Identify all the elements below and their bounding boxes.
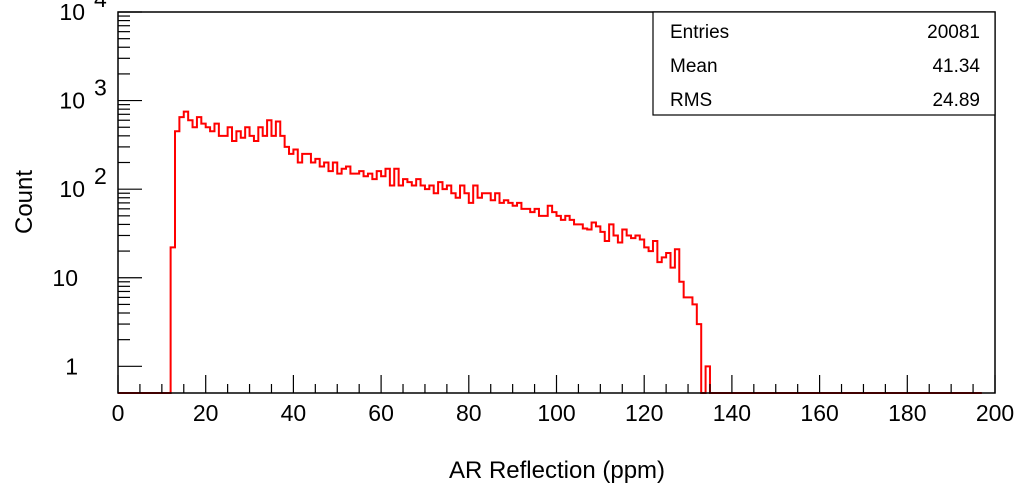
stats-box: Entries 20081 Mean 41.34 RMS 24.89 [652,11,996,116]
y-tick-label: 10 [59,88,85,114]
stats-mean-label: Mean [670,56,718,77]
x-axis-ticks: 0 20 40 60 80 100 120 140 160 180 200 [112,375,1014,426]
y-axis-title: Count [11,170,38,234]
y-tick-exponent: 2 [94,163,107,189]
y-tick-label: 1 [65,353,78,379]
x-tick-label: 60 [368,400,394,426]
x-tick-label: 20 [193,400,219,426]
x-axis-title: AR Reflection (ppm) [449,457,665,484]
histogram-step-line [118,110,982,394]
x-tick-label: 100 [537,400,575,426]
x-tick-label: 80 [456,400,482,426]
y-tick-exponent: 3 [94,75,107,101]
y-axis-ticks: 1 10 10 2 10 3 10 4 [52,0,142,379]
stats-entries-value: 20081 [927,22,980,43]
y-tick-label: 10 [52,265,78,291]
stats-entries-label: Entries [670,22,729,43]
stats-rms-value: 24.89 [932,90,980,111]
stats-rms-label: RMS [670,90,712,111]
x-tick-label: 0 [112,400,125,426]
y-tick-label: 10 [59,176,85,202]
x-tick-label: 140 [713,400,751,426]
y-tick-exponent: 4 [94,0,107,12]
x-tick-label: 160 [800,400,838,426]
x-tick-label: 200 [976,400,1014,426]
y-tick-label: 10 [59,0,85,25]
x-tick-label: 120 [625,400,663,426]
stats-mean-value: 41.34 [932,56,980,77]
histogram-layer [118,110,982,394]
x-tick-label: 180 [888,400,926,426]
x-tick-label: 40 [281,400,307,426]
stats-box-frame [652,11,996,116]
